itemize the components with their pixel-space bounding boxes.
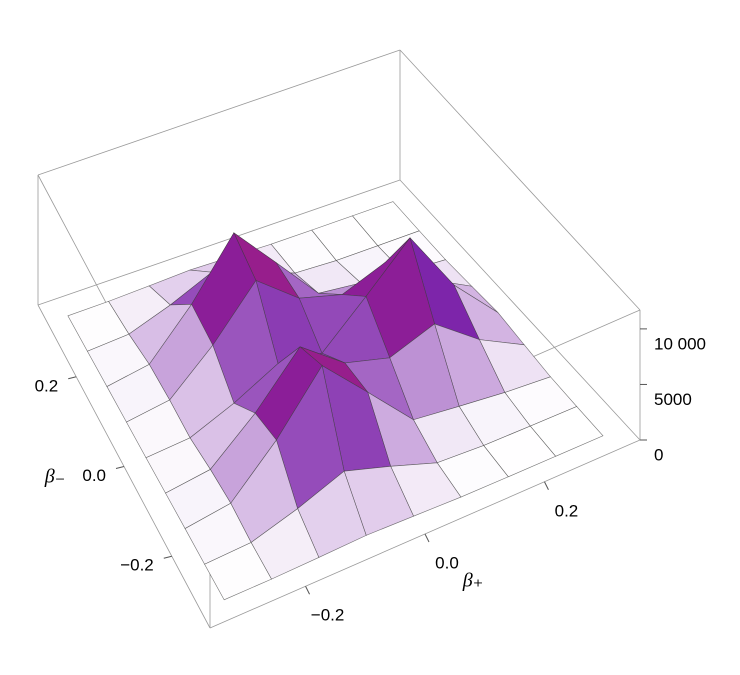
y-tick-label: 0.0 [82,466,106,485]
z-tick-label: 5000 [654,390,692,409]
x-tick-label: −0.2 [311,606,345,625]
x-tick [305,585,311,595]
y-tick-label: −0.2 [120,556,154,575]
y-axis-label: β₋ [44,466,66,488]
box-edge [399,179,641,441]
y-tick-label: 0.2 [35,376,59,395]
z-tick-label: 0 [654,445,663,464]
z-tick-label: 10 000 [654,334,706,353]
y-tick [115,466,125,469]
box-edge [37,49,401,176]
x-tick [543,481,549,491]
x-tick [424,533,430,543]
y-tick [163,555,172,559]
box-edge [37,179,401,306]
surface-cell [204,542,272,601]
x-tick-label: 0.0 [435,553,459,572]
x-axis-label: β₊ [462,570,484,592]
y-tick [68,376,77,380]
box-edge [399,49,641,311]
x-tick-label: 0.2 [555,501,579,520]
